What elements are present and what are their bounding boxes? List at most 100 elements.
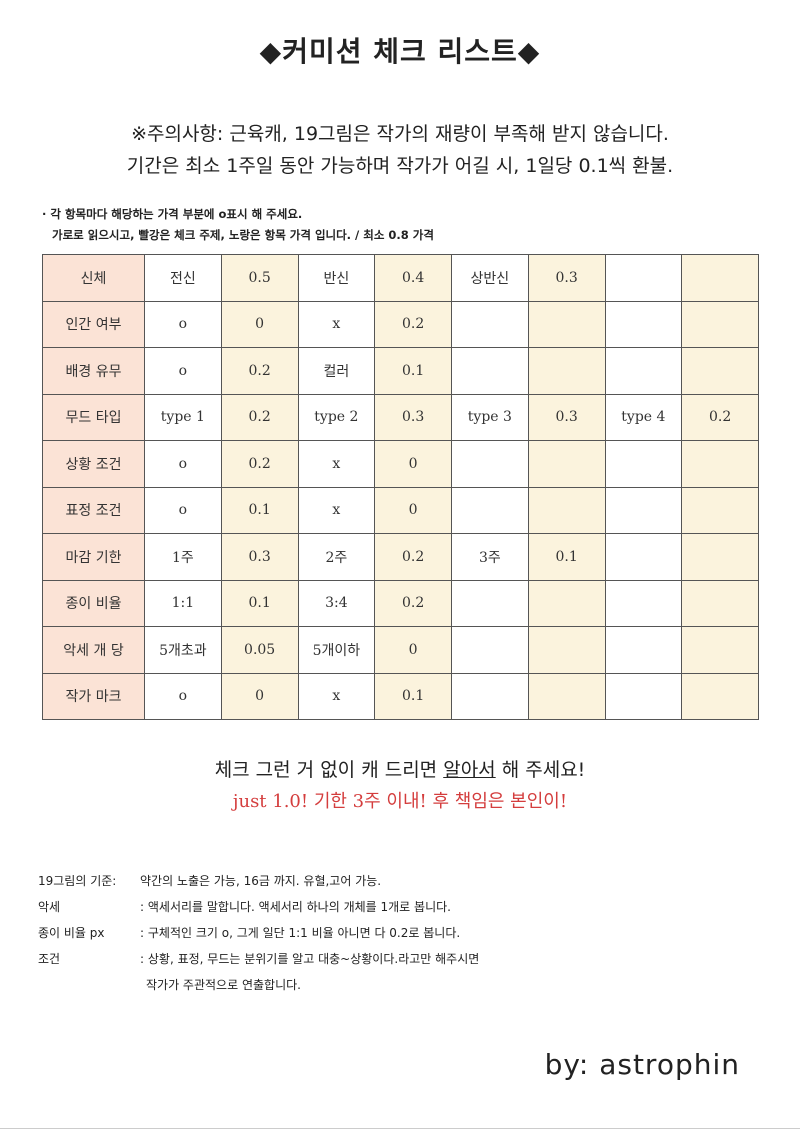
price-cell[interactable] (527, 440, 606, 488)
option-cell[interactable]: o (144, 440, 222, 488)
price-cell[interactable] (681, 347, 759, 395)
row-label: 마감 기한 (42, 533, 145, 581)
price-cell[interactable]: 0.1 (220, 486, 299, 534)
option-cell[interactable] (451, 626, 529, 674)
price-cell[interactable]: 0.1 (220, 579, 299, 627)
price-cell[interactable]: 0.2 (220, 393, 299, 441)
price-cell[interactable]: 0.05 (220, 626, 299, 674)
price-cell[interactable]: 0 (374, 486, 452, 534)
price-cell[interactable] (527, 300, 606, 348)
note-value: : 구체적인 크기 o, 그게 일단 1:1 비율 아니면 다 0.2로 봅니다… (140, 926, 461, 940)
table-row: 표정 조건 o 0.1 x 0 (42, 486, 759, 534)
price-cell[interactable] (681, 254, 759, 302)
option-cell[interactable]: o (144, 300, 222, 348)
price-cell[interactable] (681, 300, 759, 348)
price-cell[interactable]: 0 (374, 440, 452, 488)
option-cell[interactable]: o (144, 672, 222, 720)
price-cell[interactable]: 0.3 (374, 393, 452, 441)
option-cell[interactable] (604, 486, 683, 534)
option-cell[interactable]: 1주 (144, 533, 222, 581)
option-cell[interactable] (604, 440, 683, 488)
option-cell[interactable]: type 3 (451, 393, 529, 441)
option-cell[interactable] (451, 672, 529, 720)
option-cell[interactable] (451, 440, 529, 488)
price-cell[interactable]: 0 (374, 626, 452, 674)
option-cell[interactable] (604, 579, 683, 627)
option-cell[interactable]: 전신 (144, 254, 222, 302)
price-cell[interactable]: 0.5 (220, 254, 299, 302)
price-cell[interactable] (527, 579, 606, 627)
row-label: 인간 여부 (42, 300, 145, 348)
price-cell[interactable] (681, 626, 759, 674)
option-cell[interactable]: 상반신 (451, 254, 529, 302)
option-cell[interactable] (604, 300, 683, 348)
option-cell[interactable]: o (144, 347, 222, 395)
price-cell[interactable]: 0.1 (374, 347, 452, 395)
option-cell[interactable]: 1:1 (144, 579, 222, 627)
price-cell[interactable]: 0 (220, 300, 299, 348)
option-cell[interactable] (604, 254, 683, 302)
price-cell[interactable]: 0.2 (374, 533, 452, 581)
notice-line-1: ※주의사항: 근육캐, 19그림은 작가의 재량이 부족해 받지 않습니다. (131, 123, 669, 145)
option-cell[interactable]: 반신 (297, 254, 376, 302)
option-cell[interactable] (604, 347, 683, 395)
price-cell[interactable]: 0.2 (220, 440, 299, 488)
option-cell[interactable] (451, 347, 529, 395)
option-cell[interactable]: 3주 (451, 533, 529, 581)
row-label: 배경 유무 (42, 347, 145, 395)
price-cell[interactable] (681, 440, 759, 488)
note-value: : 액세서리를 말합니다. 액세서리 하나의 개체를 1개로 봅니다. (140, 900, 451, 914)
option-cell[interactable]: 5개초과 (144, 626, 222, 674)
table-row: 무드 타입 type 1 0.2 type 2 0.3 type 3 0.3 type 4 0.… (42, 393, 759, 441)
option-cell[interactable]: 3:4 (297, 579, 376, 627)
price-cell[interactable]: 0.1 (527, 533, 606, 581)
price-cell[interactable] (681, 486, 759, 534)
price-cell[interactable]: 0.3 (527, 393, 606, 441)
price-cell[interactable]: 0.2 (681, 393, 759, 441)
price-cell[interactable]: 0.2 (374, 579, 452, 627)
option-cell[interactable]: x (297, 672, 376, 720)
option-cell[interactable]: 2주 (297, 533, 376, 581)
option-cell[interactable] (451, 486, 529, 534)
price-cell[interactable]: 0.4 (374, 254, 452, 302)
row-label: 표정 조건 (42, 486, 145, 534)
option-cell[interactable] (604, 533, 683, 581)
option-cell[interactable]: o (144, 486, 222, 534)
option-cell[interactable]: x (297, 300, 376, 348)
page-title: ◆커미션 체크 리스트◆ (259, 35, 541, 68)
price-cell[interactable]: 0.2 (374, 300, 452, 348)
row-label: 무드 타입 (42, 393, 145, 441)
price-cell[interactable] (681, 533, 759, 581)
price-cell[interactable] (681, 672, 759, 720)
note-value: : 상황, 표정, 무드는 분위기를 알고 대충~상황이다.라고만 해주시면 (140, 952, 480, 966)
option-cell[interactable] (451, 300, 529, 348)
price-cell[interactable] (681, 579, 759, 627)
price-cell[interactable] (527, 672, 606, 720)
option-cell[interactable]: type 1 (144, 393, 222, 441)
message-underlined: 알아서 (443, 759, 496, 781)
message-red: just 1.0! 기한 3주 이내! 후 책임은 본인이! (232, 791, 568, 812)
option-cell[interactable]: type 4 (604, 393, 683, 441)
price-cell[interactable]: 0.3 (220, 533, 299, 581)
price-cell[interactable] (527, 347, 606, 395)
price-cell[interactable]: 0 (220, 672, 299, 720)
row-label: 신체 (42, 254, 145, 302)
instruction-line-2: 가로로 읽으시고, 빨강은 체크 주제, 노랑은 항목 가격 입니다. / 최소… (52, 228, 434, 242)
price-cell[interactable]: 0.1 (374, 672, 452, 720)
option-cell[interactable] (604, 672, 683, 720)
note-row: 조건: 상황, 표정, 무드는 분위기를 알고 대충~상황이다.라고만 해주시면 (38, 946, 479, 972)
table-row: 종이 비율 1:1 0.1 3:4 0.2 (42, 579, 759, 627)
option-cell[interactable]: x (297, 440, 376, 488)
price-cell[interactable]: 0.2 (220, 347, 299, 395)
price-cell[interactable]: 0.3 (527, 254, 606, 302)
option-cell[interactable] (451, 579, 529, 627)
note-continuation: 작가가 주관적으로 연출합니다. (146, 978, 301, 992)
row-label: 작가 마크 (42, 672, 145, 720)
option-cell[interactable]: x (297, 486, 376, 534)
option-cell[interactable]: type 2 (297, 393, 376, 441)
option-cell[interactable] (604, 626, 683, 674)
price-cell[interactable] (527, 626, 606, 674)
price-cell[interactable] (527, 486, 606, 534)
option-cell[interactable]: 컬러 (297, 347, 376, 395)
option-cell[interactable]: 5개이하 (297, 626, 376, 674)
